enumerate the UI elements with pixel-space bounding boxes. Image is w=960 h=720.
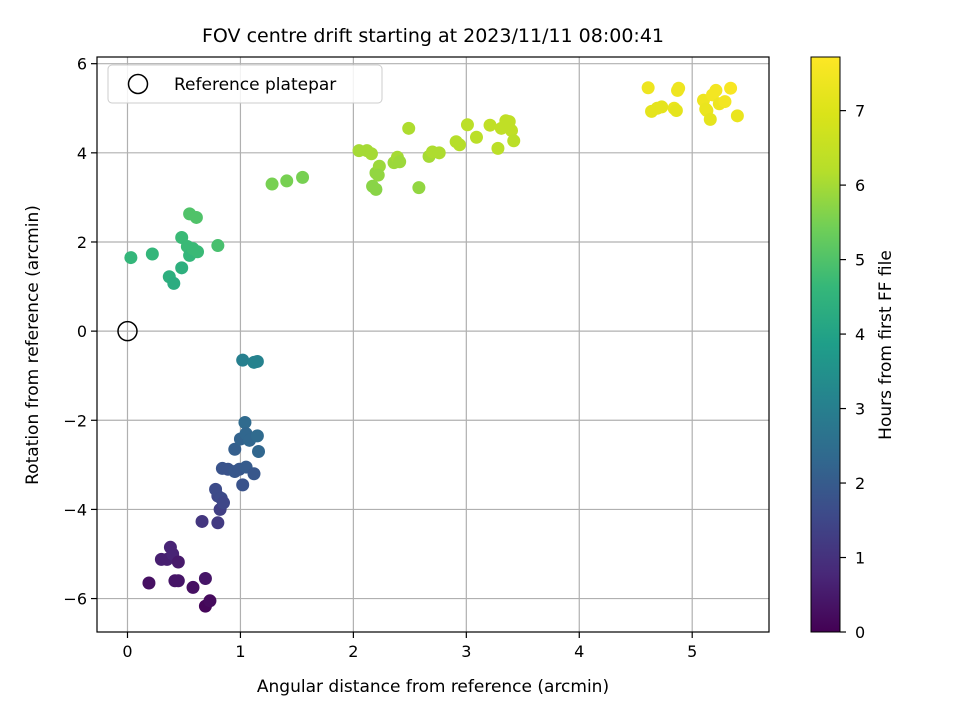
data-point (124, 251, 138, 265)
data-point (142, 576, 156, 590)
data-point (171, 555, 185, 569)
x-tick-label: 0 (122, 642, 132, 661)
data-point (236, 478, 250, 492)
data-point (718, 95, 732, 109)
data-point (211, 516, 225, 530)
data-point (252, 444, 266, 458)
colorbar-ticks: 0 1 2 3 4 5 6 7 (840, 102, 865, 642)
data-point (247, 467, 261, 481)
data-point (250, 429, 264, 443)
legend-label: Reference platepar (174, 75, 336, 95)
chart-title: FOV centre drift starting at 2023/11/11 … (202, 25, 664, 47)
data-point (730, 109, 744, 123)
data-point (167, 276, 181, 290)
y-tick-label: −2 (63, 411, 87, 430)
y-axis-label: Rotation from reference (arcmin) (23, 205, 43, 485)
y-tick-label: −6 (63, 590, 87, 609)
data-point (724, 81, 738, 95)
data-point (250, 354, 264, 368)
colorbar-tick-label: 3 (855, 400, 865, 419)
colorbar-gradient (810, 56, 841, 633)
data-point (228, 442, 242, 456)
data-point (175, 261, 189, 275)
data-point (460, 118, 474, 132)
data-point (211, 239, 225, 253)
data-point (453, 138, 467, 152)
x-tick-label: 5 (687, 642, 697, 661)
data-point (412, 181, 426, 195)
data-point (198, 572, 212, 586)
data-point (507, 134, 521, 148)
plot-frame (96, 56, 770, 633)
data-point (191, 245, 205, 259)
y-tick-label: 6 (77, 55, 87, 74)
x-tick-label: 1 (235, 642, 245, 661)
data-point (432, 146, 446, 160)
data-point (641, 81, 655, 95)
colorbar-tick-label: 0 (855, 623, 865, 642)
data-point (672, 81, 686, 95)
legend: Reference platepar (107, 64, 383, 104)
data-point (371, 168, 385, 182)
y-tick-label: −4 (63, 500, 87, 519)
colorbar-tick-label: 4 (855, 325, 865, 344)
data-point (655, 100, 669, 114)
data-point (189, 210, 203, 224)
colorbar-tick-label: 6 (855, 176, 865, 195)
x-axis-label: Angular distance from reference (arcmin) (257, 677, 609, 697)
data-point (483, 118, 497, 132)
data-point (709, 83, 723, 97)
data-point (364, 147, 378, 161)
colorbar-label: Hours from first FF file (876, 250, 896, 440)
legend-marker (127, 73, 149, 95)
data-point (369, 182, 383, 196)
legend-box (107, 64, 383, 104)
data-point (393, 155, 407, 169)
data-point (216, 496, 230, 510)
x-tick-label: 2 (348, 642, 358, 661)
data-point (491, 141, 505, 155)
data-point (280, 174, 294, 188)
data-point (504, 124, 518, 138)
data-point (236, 353, 250, 367)
data-point (296, 170, 310, 184)
data-point (171, 574, 185, 588)
reference-platepar-marker (117, 320, 138, 342)
data-point (703, 112, 717, 126)
x-axis-ticks: 0 1 2 3 4 5 (122, 632, 697, 661)
data-point (195, 514, 209, 528)
data-point (145, 247, 159, 261)
y-axis-ticks: −6 −4 −2 0 2 4 6 (63, 55, 97, 609)
data-point (203, 594, 217, 608)
data-point (402, 121, 416, 135)
y-tick-label: 4 (77, 144, 87, 163)
data-point (669, 103, 683, 117)
data-point (265, 177, 279, 191)
x-tick-label: 4 (574, 642, 584, 661)
colorbar-tick-label: 1 (855, 549, 865, 568)
data-point (469, 130, 483, 144)
plot-area: 0 1 2 3 4 5 −6 −4 −2 0 2 4 6 (63, 55, 770, 661)
colorbar: 0 1 2 3 4 5 6 7 Hours from first FF file (810, 56, 896, 642)
x-tick-label: 3 (461, 642, 471, 661)
colorbar-tick-label: 5 (855, 251, 865, 270)
scatter-points (124, 81, 744, 613)
y-tick-label: 2 (77, 233, 87, 252)
data-point (186, 580, 200, 594)
colorbar-tick-label: 2 (855, 474, 865, 493)
colorbar-tick-label: 7 (855, 102, 865, 121)
y-tick-label: 0 (77, 322, 87, 341)
data-point (238, 416, 252, 430)
